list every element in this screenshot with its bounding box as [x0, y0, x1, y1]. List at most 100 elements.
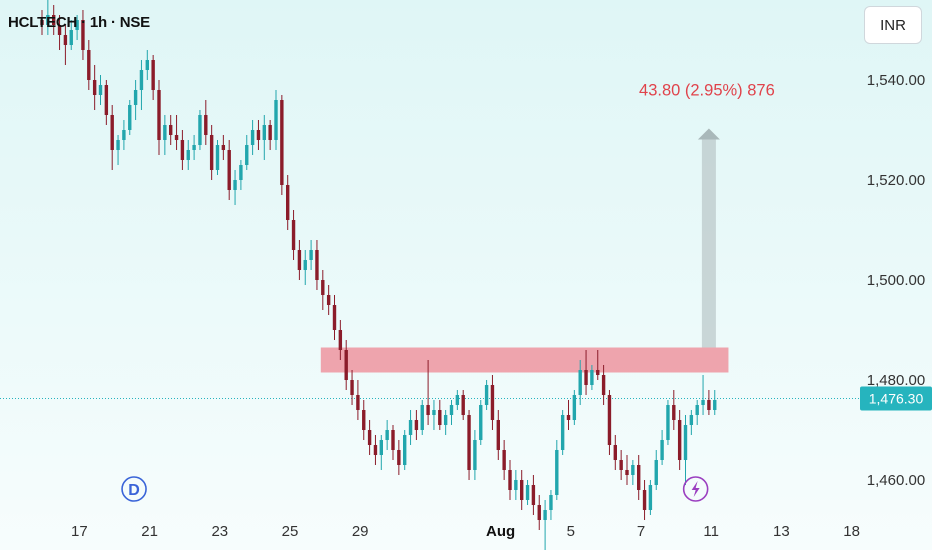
candle-body [309, 250, 313, 260]
candle-body [315, 250, 319, 280]
candle-body [514, 480, 518, 490]
y-tick-label: 1,460.00 [867, 472, 925, 489]
candle-body [443, 415, 448, 425]
candle-body [449, 405, 454, 415]
candle-body [578, 370, 582, 395]
measure-arrow-shaft[interactable] [701, 138, 716, 348]
earnings-marker[interactable] [682, 476, 709, 502]
x-tick-label: 13 [773, 523, 790, 540]
candle-body [420, 405, 424, 430]
candle-body [385, 430, 389, 440]
candle-body [490, 385, 495, 420]
x-tick-label: 11 [703, 523, 719, 540]
candle-body [46, 15, 50, 25]
candles-layer [40, 0, 717, 550]
candle-body [432, 410, 436, 415]
candle-body [215, 145, 220, 170]
candle-body [303, 260, 307, 270]
dividend-marker[interactable]: D [121, 476, 147, 502]
y-axis[interactable]: 1,540.00 1,520.00 1,500.00 1,480.00 1,460.00 [867, 72, 925, 489]
candle-body [338, 330, 343, 350]
candle-body [367, 430, 372, 445]
y-tick-label: 1,500.00 [867, 272, 925, 289]
candle-body [631, 465, 635, 475]
earnings-marker-circle[interactable] [682, 476, 709, 502]
currency-button[interactable]: INR [864, 6, 922, 44]
last-price-tag: 1,476.30 [860, 386, 932, 411]
candle-body [110, 115, 114, 150]
candle-body [397, 450, 401, 465]
last-price-label: 1,476.30 [869, 391, 924, 407]
candle-body [116, 140, 120, 150]
candle-body [637, 465, 641, 490]
candle-body [350, 380, 354, 395]
x-tick-label: 7 [637, 523, 645, 540]
candle-body [654, 460, 658, 485]
candle-body [607, 395, 612, 445]
x-tick-label: 17 [71, 523, 88, 540]
candle-body [508, 470, 512, 490]
y-tick-label: 1,520.00 [867, 172, 925, 189]
candle-body [40, 20, 44, 25]
candle-body [174, 135, 179, 140]
dividend-marker-circle[interactable] [121, 476, 147, 502]
candle-body [250, 130, 255, 145]
candle-body [660, 440, 664, 460]
candle-body [227, 150, 231, 190]
x-tick-label: 18 [843, 523, 860, 540]
symbol-title[interactable]: HCLTECH · 1h · NSE [8, 14, 150, 31]
candle-body [590, 370, 594, 385]
x-tick-label: 29 [352, 523, 369, 540]
candle-body [245, 145, 249, 165]
candle-body [192, 145, 196, 150]
price-range-measure[interactable]: 43.80 (2.95%) 876 [639, 82, 775, 348]
candle-body [186, 150, 190, 160]
candle-body [648, 485, 653, 510]
candle-body [209, 135, 214, 170]
candle-body [104, 85, 109, 115]
candle-body [262, 125, 266, 140]
measure-arrow-head[interactable] [697, 128, 720, 140]
candle-body [326, 295, 331, 305]
candle-body [625, 470, 629, 475]
candle-body [286, 185, 290, 220]
candle-body [122, 130, 126, 140]
candle-body [145, 60, 149, 70]
candle-body [566, 415, 571, 420]
x-axis[interactable]: 17 21 23 25 29 Aug 5 7 11 13 18 [71, 523, 860, 540]
candle-body [403, 435, 407, 465]
candle-body [537, 505, 541, 520]
candle-body [543, 510, 547, 520]
candle-body [63, 35, 68, 45]
candle-body [408, 420, 413, 435]
x-tick-label: 23 [211, 523, 228, 540]
candle-body [414, 420, 419, 430]
candle-body [133, 90, 138, 105]
candle-body [221, 145, 226, 150]
candle-body [69, 30, 73, 45]
candle-body [613, 445, 617, 460]
candle-body [280, 100, 284, 185]
candle-body [455, 395, 460, 405]
candle-body [151, 60, 155, 90]
candle-body [373, 445, 378, 455]
candle-body [128, 105, 132, 130]
candle-body [92, 80, 97, 95]
candle-body [520, 480, 524, 500]
resistance-zone[interactable] [320, 347, 729, 373]
candle-body [87, 50, 91, 80]
candle-body [701, 400, 705, 405]
candle-body [713, 400, 717, 410]
lightning-bolt-icon [691, 481, 700, 497]
candle-body [502, 450, 506, 470]
candle-body [52, 15, 56, 25]
candle-body [268, 125, 272, 140]
x-tick-label: Aug [486, 523, 515, 540]
candle-body [274, 100, 278, 140]
candle-body [672, 405, 676, 420]
candle-body [467, 415, 471, 470]
candle-body [525, 485, 530, 500]
candle-body [332, 305, 337, 330]
candle-body [198, 115, 202, 145]
